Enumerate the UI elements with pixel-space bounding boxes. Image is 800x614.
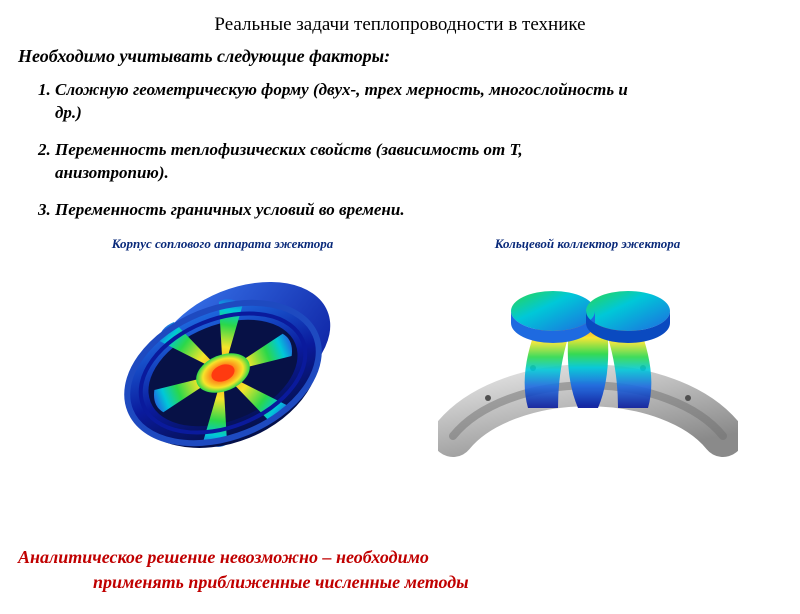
figures-row: Корпус соплового аппарата эжектора <box>40 236 770 496</box>
subtitle: Необходимо учитывать следующие факторы: <box>18 46 800 67</box>
factor-item-1: Сложную геометрическую форму (двух-, тре… <box>55 79 770 125</box>
figure-left: Корпус соплового аппарата эжектора <box>40 236 405 496</box>
factors-list: Сложную геометрическую форму (двух-, тре… <box>55 79 770 222</box>
page-title: Реальные задачи теплопроводности в техни… <box>0 14 800 36</box>
conclusion-text: Аналитическое решение невозможно – необх… <box>18 545 760 594</box>
ejector-nozzle-body-diagram <box>73 258 373 478</box>
figure-right-caption: Кольцевой коллектор эжектора <box>495 236 681 252</box>
factor-item-2: Переменность теплофизических свойств (за… <box>55 139 770 185</box>
figure-right: Кольцевой коллектор эжектора <box>405 236 770 496</box>
conclusion-line1: Аналитическое решение невозможно – необх… <box>18 547 429 567</box>
conclusion-line2: применять приближенные численные методы <box>18 570 760 594</box>
ring-collector-diagram <box>438 258 738 478</box>
figure-left-caption: Корпус соплового аппарата эжектора <box>112 236 334 252</box>
factor-item-3: Переменность граничных условий во времен… <box>55 199 770 222</box>
